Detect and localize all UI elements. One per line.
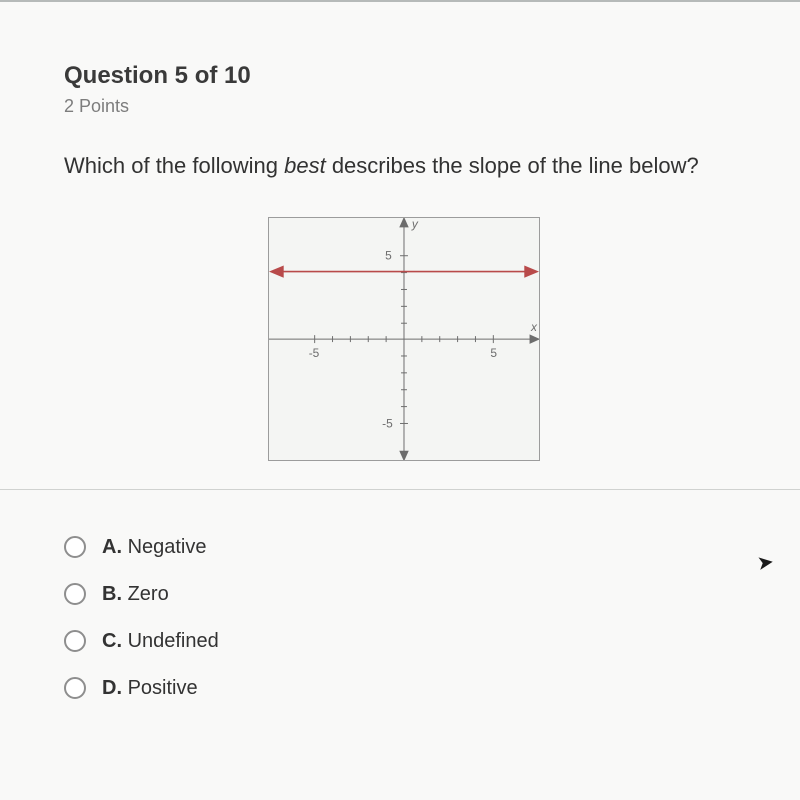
cursor-icon: ➤	[756, 549, 776, 576]
option-letter: A.	[102, 536, 122, 558]
option-label: Undefined	[128, 630, 219, 652]
graph-container: -5 5 5 -5 x y	[64, 217, 744, 461]
prompt-pre: Which of the following	[64, 153, 284, 178]
section-divider	[0, 489, 800, 490]
x-axis-label: x	[530, 320, 538, 334]
graph-svg: -5 5 5 -5 x y	[269, 218, 539, 460]
radio-icon[interactable]	[64, 630, 86, 652]
y-neg-tick: -5	[382, 416, 393, 430]
question-points: 2 Points	[64, 96, 744, 117]
coordinate-graph: -5 5 5 -5 x y	[268, 217, 540, 461]
x-pos-tick: 5	[490, 346, 497, 360]
y-pos-tick: 5	[385, 248, 392, 262]
question-prompt: Which of the following best describes th…	[64, 151, 744, 181]
answer-options: A. Negative B. Zero C. Undefined D. Posi…	[64, 536, 744, 700]
question-number: Question 5 of 10	[64, 62, 744, 90]
option-text: B. Zero	[102, 583, 169, 606]
option-letter: B.	[102, 583, 122, 605]
option-letter: D.	[102, 677, 122, 699]
option-a[interactable]: A. Negative	[64, 536, 744, 559]
option-text: C. Undefined	[102, 630, 219, 653]
prompt-emphasis: best	[284, 153, 326, 178]
x-neg-tick: -5	[309, 346, 320, 360]
radio-icon[interactable]	[64, 583, 86, 605]
option-text: D. Positive	[102, 677, 198, 700]
option-label: Zero	[128, 583, 169, 605]
option-label: Positive	[128, 677, 198, 699]
option-text: A. Negative	[102, 536, 207, 559]
y-axis-label: y	[411, 218, 419, 231]
option-label: Negative	[128, 536, 207, 558]
radio-icon[interactable]	[64, 677, 86, 699]
prompt-post: describes the slope of the line below?	[326, 153, 699, 178]
option-c[interactable]: C. Undefined	[64, 630, 744, 653]
option-d[interactable]: D. Positive	[64, 677, 744, 700]
option-letter: C.	[102, 630, 122, 652]
option-b[interactable]: B. Zero	[64, 583, 744, 606]
radio-icon[interactable]	[64, 536, 86, 558]
quiz-page: Question 5 of 10 2 Points Which of the f…	[0, 0, 800, 800]
